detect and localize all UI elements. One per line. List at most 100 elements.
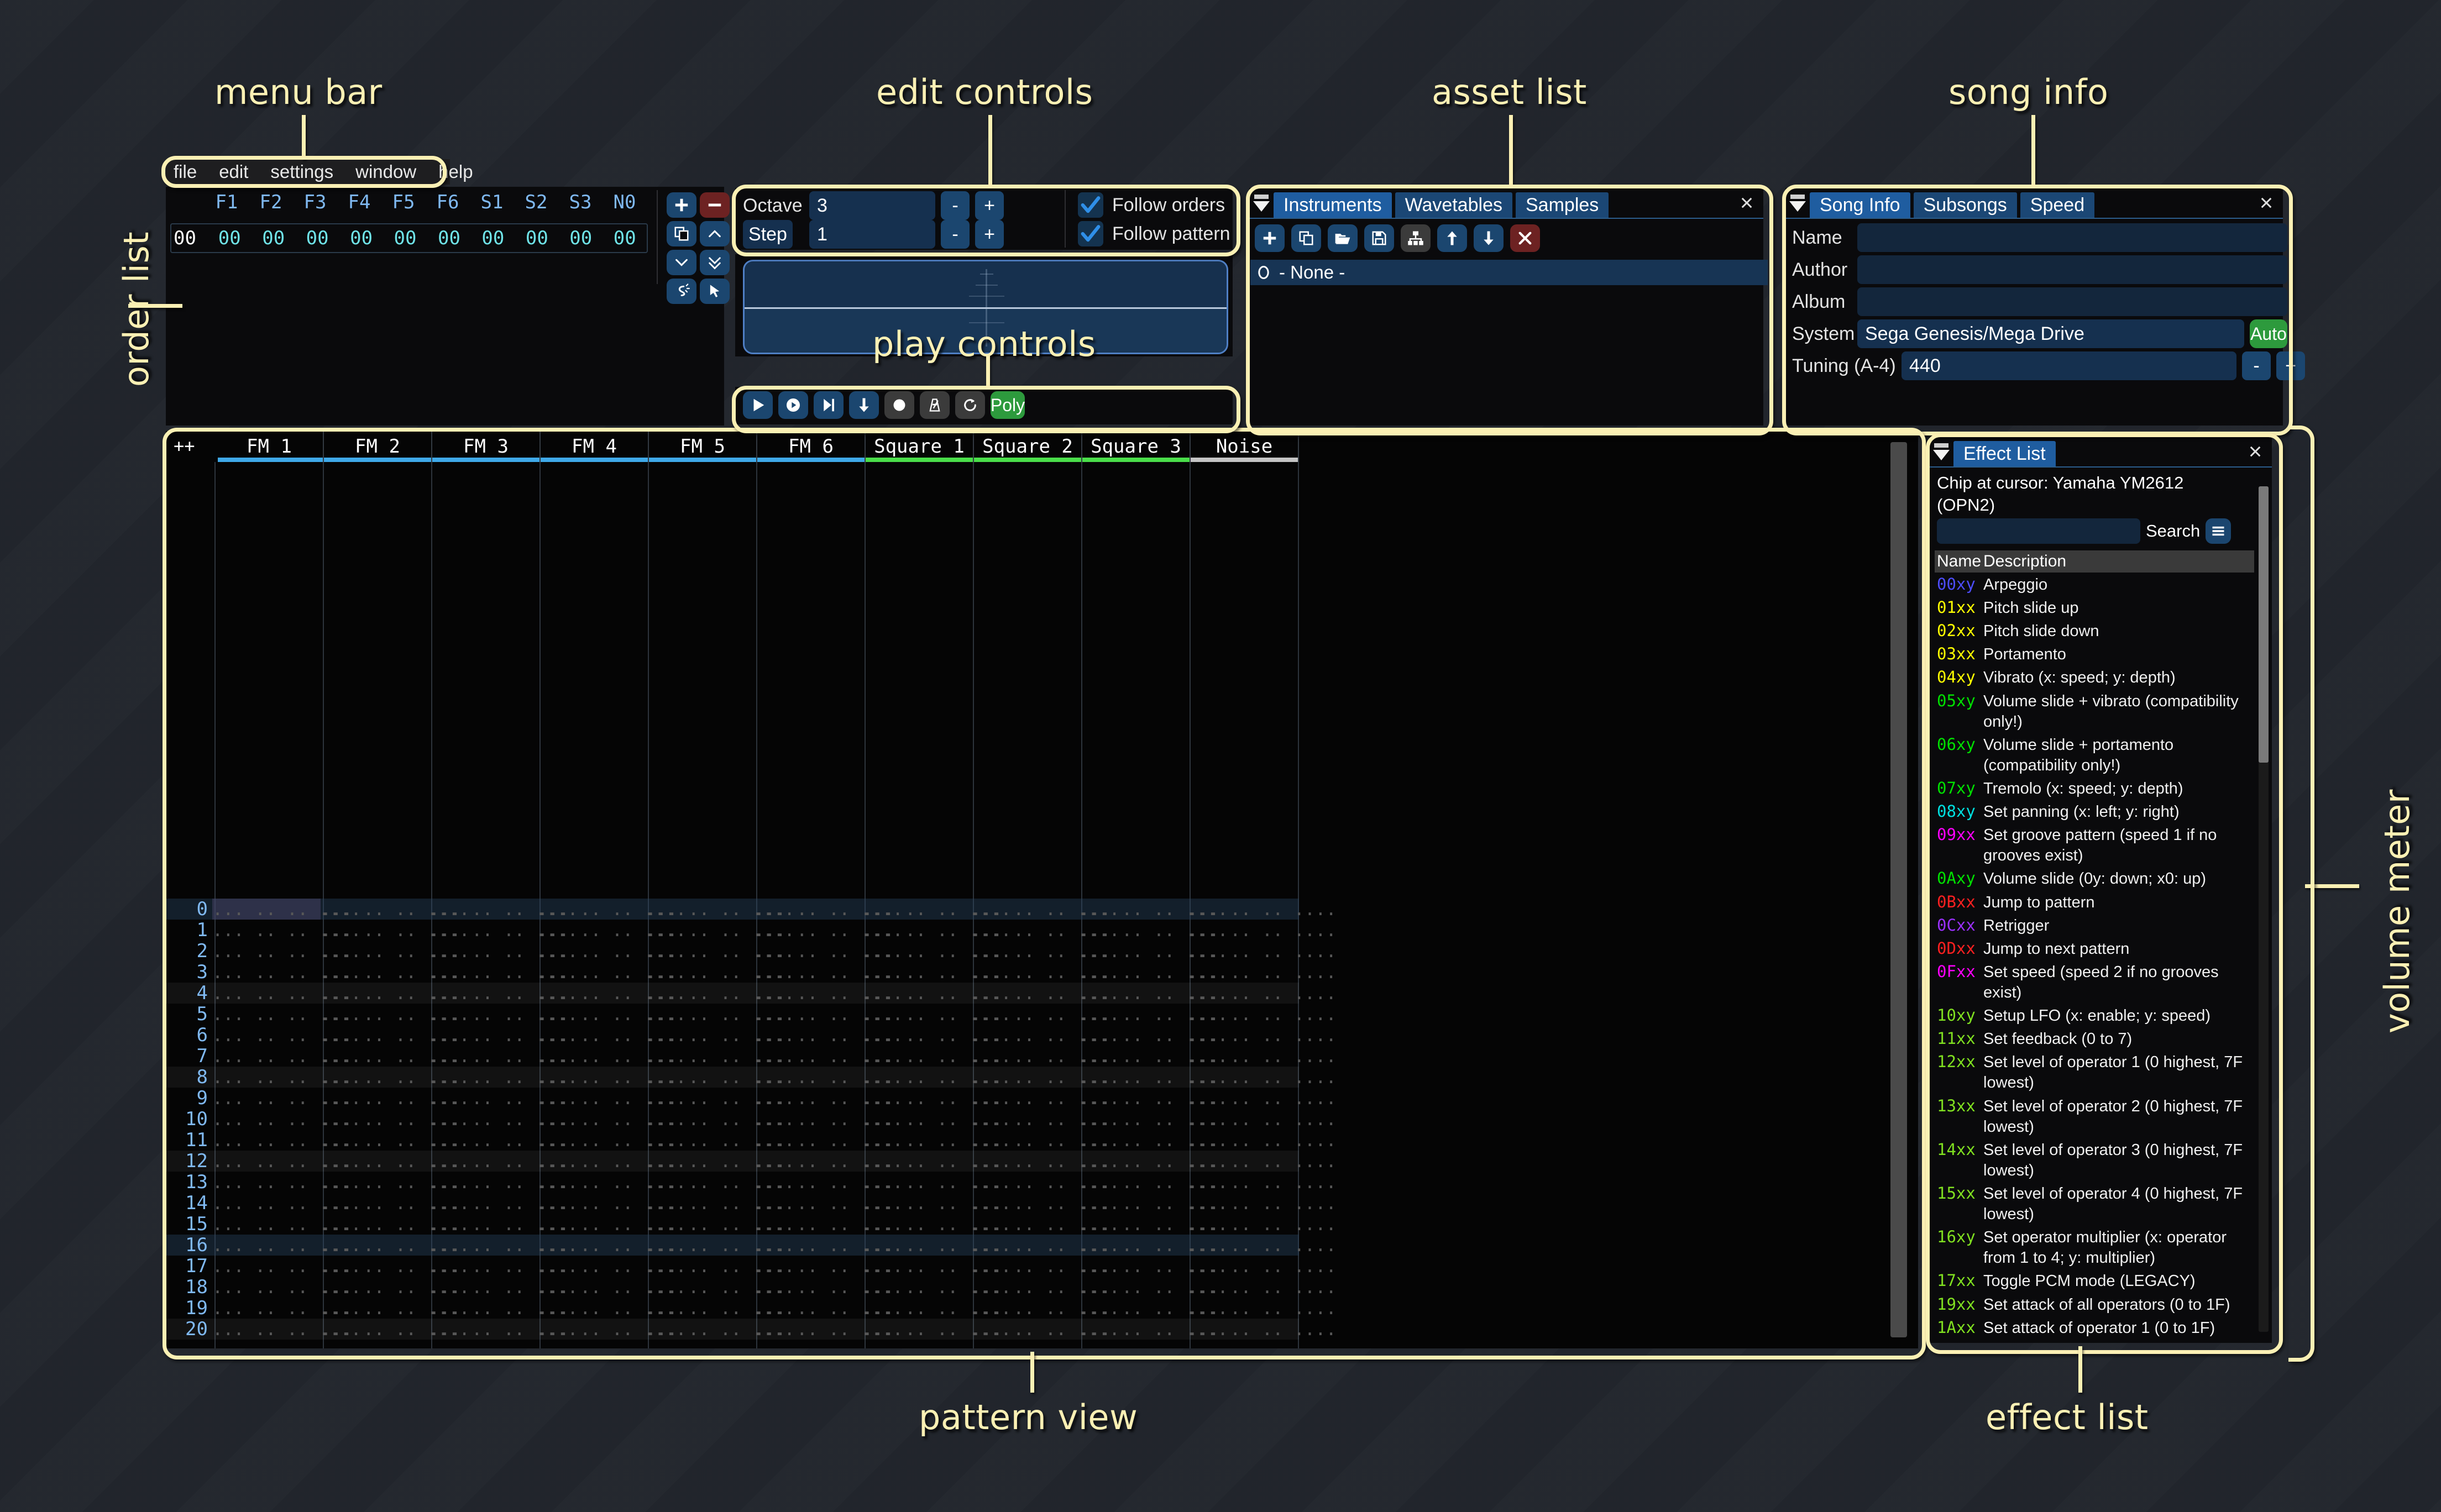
pattern-cell[interactable]: ... .. .. ....: [537, 1109, 687, 1130]
pattern-cell[interactable]: ... .. .. ....: [212, 1172, 362, 1193]
pattern-cell[interactable]: ... .. .. ....: [212, 1235, 362, 1256]
pattern-cell[interactable]: ... .. .. ....: [971, 1172, 1120, 1193]
pattern-cell[interactable]: ... .. .. ....: [537, 962, 687, 983]
pattern-cell[interactable]: ... .. .. ....: [971, 1067, 1120, 1088]
pattern-cell[interactable]: ... .. .. ....: [646, 1067, 795, 1088]
pattern-cell[interactable]: ... .. .. ....: [971, 1151, 1120, 1172]
pattern-cell[interactable]: ... .. .. ....: [537, 1025, 687, 1046]
pattern-cell[interactable]: ... .. .. ....: [754, 1088, 903, 1109]
song-album-input[interactable]: [1857, 287, 2287, 316]
step-input[interactable]: 1: [809, 220, 935, 249]
follow-orders-checkbox[interactable]: [1078, 192, 1103, 218]
tab-wavetables[interactable]: Wavetables: [1395, 192, 1512, 218]
pattern-cell[interactable]: ... .. .. ....: [429, 1319, 578, 1340]
metronome-button[interactable]: [920, 391, 950, 419]
pattern-cell[interactable]: ... .. .. ....: [1079, 1088, 1228, 1109]
pattern-cell[interactable]: ... .. .. ....: [646, 983, 795, 1004]
pattern-cell[interactable]: ... .. .. ....: [537, 1319, 687, 1340]
order-cell[interactable]: 00: [218, 227, 241, 249]
pattern-cell[interactable]: ... .. .. ....: [646, 1235, 795, 1256]
pattern-row[interactable]: 14... .. .. ....... .. .. ....... .. .. …: [166, 1192, 1337, 1214]
pattern-row[interactable]: 0... .. .. ....... .. .. ....... .. .. .…: [166, 898, 1337, 920]
pattern-cell[interactable]: ... .. .. ....: [1079, 1004, 1228, 1025]
pattern-cell[interactable]: ... .. .. ....: [971, 1088, 1120, 1109]
pattern-cell[interactable]: ... .. .. ....: [862, 1130, 1012, 1151]
menu-item-file[interactable]: file: [174, 161, 197, 182]
pattern-cell[interactable]: ... .. .. ....: [321, 899, 470, 920]
effect-row[interactable]: 0Fxx Set speed (speed 2 if no grooves exi…: [1935, 962, 2254, 1003]
order-cell[interactable]: 00: [525, 227, 548, 249]
pattern-cell[interactable]: ... .. .. ....: [429, 1151, 578, 1172]
effect-search-input[interactable]: [1937, 518, 2140, 544]
pattern-cell[interactable]: ... .. .. ....: [212, 1151, 362, 1172]
pattern-cell[interactable]: ... .. .. ....: [646, 1130, 795, 1151]
pattern-cell[interactable]: ... .. .. ....: [1079, 1277, 1228, 1298]
pattern-cell[interactable]: ... .. .. ....: [321, 983, 470, 1004]
pattern-cell[interactable]: ... .. .. ....: [537, 1256, 687, 1277]
pattern-row[interactable]: 18... .. .. ....... .. .. ....... .. .. …: [166, 1276, 1337, 1298]
pattern-cell[interactable]: ... .. .. ....: [862, 1172, 1012, 1193]
order-cell[interactable]: 00: [437, 227, 460, 249]
pattern-cell[interactable]: ... .. .. ....: [537, 1046, 687, 1067]
pattern-cell[interactable]: ... .. .. ....: [862, 941, 1012, 962]
pattern-cell[interactable]: ... .. .. ....: [1079, 1193, 1228, 1214]
pattern-cell[interactable]: ... .. .. ....: [1079, 1046, 1228, 1067]
follow-pattern-row[interactable]: Follow pattern: [1078, 221, 1230, 246]
effect-row[interactable]: 0Axy Volume slide (0y: down; x0: up): [1935, 869, 2254, 889]
pattern-cell[interactable]: ... .. .. ....: [429, 1277, 578, 1298]
effect-row[interactable]: 0Dxx Jump to next pattern: [1935, 939, 2254, 959]
pattern-cell[interactable]: ... .. .. ....: [1187, 941, 1337, 962]
pattern-cell[interactable]: ... .. .. ....: [1079, 1235, 1228, 1256]
pattern-cell[interactable]: ... .. .. ....: [429, 1004, 578, 1025]
pattern-cell[interactable]: ... .. .. ....: [862, 899, 1012, 920]
pattern-cell[interactable]: ... .. .. ....: [537, 920, 687, 941]
pattern-cell[interactable]: ... .. .. ....: [212, 1256, 362, 1277]
asset-list-close-icon[interactable]: ×: [1740, 190, 1754, 216]
tuning-minus-button[interactable]: -: [2242, 351, 2271, 380]
pattern-cell[interactable]: ... .. .. ....: [537, 1298, 687, 1319]
pattern-row[interactable]: 8... .. .. ....... .. .. ....... .. .. .…: [166, 1066, 1337, 1088]
effect-row[interactable]: 08xy Set panning (x: left; y: right): [1935, 802, 2254, 822]
pattern-cell[interactable]: ... .. .. ....: [321, 1088, 470, 1109]
pattern-channel-fm1[interactable]: FM 1: [216, 431, 324, 462]
order-list-row[interactable]: 00 00 00 00 00 00 00 00 00 00 00: [170, 223, 648, 253]
step-plus-button[interactable]: +: [975, 220, 1004, 249]
pattern-cell[interactable]: ... .. .. ....: [646, 1319, 795, 1340]
pattern-cell[interactable]: ... .. .. ....: [754, 1046, 903, 1067]
pattern-cell[interactable]: ... .. .. ....: [1079, 1109, 1228, 1130]
pattern-cell[interactable]: ... .. .. ....: [646, 1214, 795, 1235]
pattern-cell[interactable]: ... .. .. ....: [212, 983, 362, 1004]
pattern-cell[interactable]: ... .. .. ....: [1079, 1067, 1228, 1088]
pattern-cell[interactable]: ... .. .. ....: [971, 962, 1120, 983]
pattern-cell[interactable]: ... .. .. ....: [971, 1025, 1120, 1046]
pattern-cell[interactable]: ... .. .. ....: [537, 1004, 687, 1025]
pattern-cell[interactable]: ... .. .. ....: [429, 1109, 578, 1130]
step-label-button[interactable]: Step: [743, 220, 793, 249]
pattern-cell[interactable]: ... .. .. ....: [646, 1151, 795, 1172]
pattern-cell[interactable]: ... .. .. ....: [754, 899, 903, 920]
pattern-rows[interactable]: 0... .. .. ....... .. .. ....... .. .. .…: [166, 898, 1337, 1340]
pattern-cell[interactable]: ... .. .. ....: [971, 899, 1120, 920]
instrument-list-item[interactable]: - None -: [1250, 260, 1768, 285]
pattern-cell[interactable]: ... .. .. ....: [321, 1172, 470, 1193]
oscilloscope-panel[interactable]: [735, 254, 1233, 356]
pattern-cell[interactable]: ... .. .. ....: [754, 1067, 903, 1088]
asset-list-collapse-icon[interactable]: [1249, 188, 1274, 218]
pattern-cell[interactable]: ... .. .. ....: [537, 1277, 687, 1298]
pattern-channel-fm2[interactable]: FM 2: [324, 431, 432, 462]
pattern-cell[interactable]: ... .. .. ....: [646, 1025, 795, 1046]
pattern-cell[interactable]: ... .. .. ....: [212, 1277, 362, 1298]
effect-row[interactable]: 03xx Portamento: [1935, 644, 2254, 665]
effect-row[interactable]: 11xx Set feedback (0 to 7): [1935, 1029, 2254, 1049]
pattern-row[interactable]: 20... .. .. ....... .. .. ....... .. .. …: [166, 1318, 1337, 1340]
pattern-cell[interactable]: ... .. .. ....: [862, 1235, 1012, 1256]
effect-row[interactable]: 05xy Volume slide + vibrato (compatibilit…: [1935, 691, 2254, 732]
order-cell[interactable]: 00: [350, 227, 373, 249]
pattern-cell[interactable]: ... .. .. ....: [754, 1214, 903, 1235]
pattern-cell[interactable]: ... .. .. ....: [1187, 1214, 1337, 1235]
pattern-cell[interactable]: ... .. .. ....: [212, 1193, 362, 1214]
pattern-cell[interactable]: ... .. .. ....: [971, 1109, 1120, 1130]
pattern-cell[interactable]: ... .. .. ....: [862, 1109, 1012, 1130]
pattern-row[interactable]: 3... .. .. ....... .. .. ....... .. .. .…: [166, 961, 1337, 983]
pattern-cell[interactable]: ... .. .. ....: [321, 1277, 470, 1298]
